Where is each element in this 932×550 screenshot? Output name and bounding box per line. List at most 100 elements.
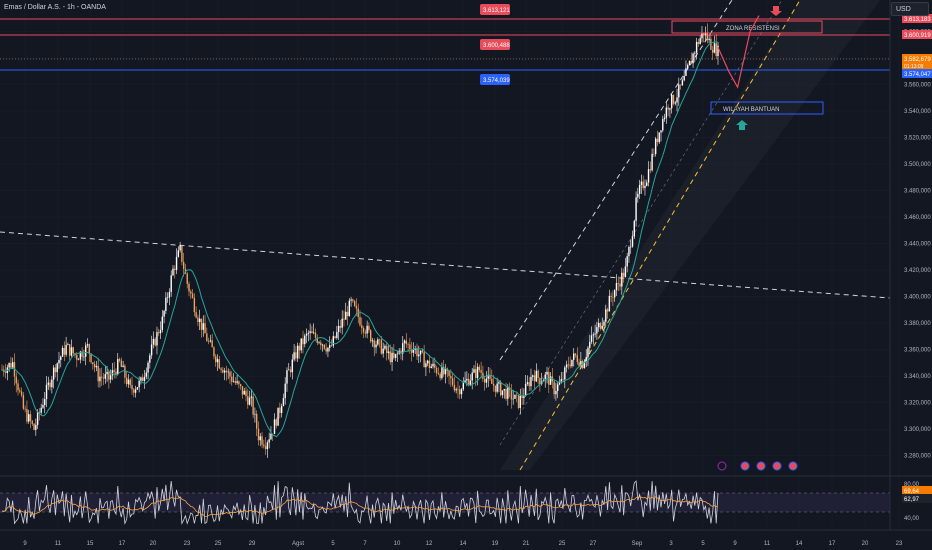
candle-body: [305, 333, 308, 336]
candle-body: [451, 378, 454, 385]
candle-body: [444, 368, 447, 375]
candle-body: [418, 354, 420, 357]
candle-body: [621, 272, 623, 287]
candle-body: [432, 363, 434, 367]
candle-body: [524, 383, 527, 396]
us-flag-icon-1[interactable]: [740, 461, 750, 471]
us-flag-icon-3[interactable]: [772, 461, 782, 471]
candle-body: [44, 399, 46, 406]
candle-body: [362, 328, 365, 333]
candle-body: [143, 376, 146, 381]
candle-body: [585, 357, 587, 363]
candle-body: [651, 153, 653, 171]
candle-body: [409, 344, 411, 350]
candle-body: [405, 340, 408, 345]
us-flag-icon-2[interactable]: [756, 461, 766, 471]
up-arrow-icon: [736, 120, 748, 130]
candle-body: [638, 184, 641, 194]
time-axis[interactable]: 9 11 15 17 20 23 25 29 Agst 5 7 10 12 14 19 21 25 27 Sep 3 5…: [23, 541, 903, 547]
candle-body: [387, 351, 390, 354]
candle-body: [469, 380, 472, 386]
candle-body: [158, 332, 160, 334]
candle-body: [113, 370, 115, 372]
candle-body: [65, 344, 67, 355]
candle-body: [492, 383, 495, 386]
candle-body: [674, 102, 676, 104]
candle-body: [257, 428, 260, 441]
event-icons[interactable]: [717, 461, 798, 471]
price-axis[interactable]: 3.600,0003.580,0003.560,0003.540,0003.52…: [904, 29, 931, 459]
candle-body: [489, 374, 491, 379]
candle-body: [713, 43, 716, 53]
candle-body: [38, 412, 41, 413]
candle-body: [150, 344, 153, 356]
candle-body: [336, 331, 338, 338]
rsi-ma-line: [1, 496, 719, 518]
candle-body: [236, 381, 238, 383]
event-info-icon[interactable]: [717, 461, 727, 471]
candle-body: [555, 390, 557, 395]
candle-body: [678, 84, 680, 98]
candle-body: [111, 370, 114, 376]
candle-body: [218, 359, 220, 369]
candle-body: [592, 334, 595, 336]
candle-body: [519, 395, 521, 408]
candle-body: [533, 375, 536, 382]
candle-body: [329, 345, 331, 348]
candle-body: [56, 363, 58, 373]
support-zone-label: WILAYAH BANTUAN: [723, 107, 779, 113]
candle-body: [670, 94, 673, 109]
candle-body: [346, 311, 349, 317]
candle-body: [523, 395, 525, 399]
candle-body: [630, 246, 632, 248]
candle-body: [76, 354, 78, 360]
candle-body: [191, 293, 194, 298]
candle-body: [182, 261, 185, 269]
candle-body: [282, 398, 285, 407]
candle-body: [467, 378, 470, 386]
candle-body: [302, 338, 304, 345]
candle-body: [672, 94, 675, 104]
us-flag-icon-4[interactable]: [788, 461, 798, 471]
candle-body: [83, 356, 85, 358]
candle-body: [544, 374, 546, 381]
candle-body: [476, 366, 479, 378]
candle-body: [615, 283, 618, 291]
price-box-blue: [480, 74, 510, 85]
time-tick: 14: [796, 541, 803, 547]
candle-body: [695, 42, 698, 53]
candle-body: [560, 379, 562, 383]
currency-selector[interactable]: USD: [891, 2, 929, 16]
candle-body: [532, 375, 534, 377]
candle-body: [99, 376, 101, 382]
price-box-mid: [480, 39, 510, 50]
candle-body: [300, 338, 302, 351]
candle-body: [708, 38, 710, 40]
candle-body: [517, 395, 520, 408]
price-box-top-text: 3.613,121: [483, 8, 510, 14]
candle-body: [77, 359, 80, 361]
candle-body: [42, 405, 44, 408]
support-zone-box[interactable]: [710, 101, 824, 115]
candle-body: [606, 309, 609, 312]
candle-body: [350, 299, 352, 301]
time-tick: 11: [55, 541, 62, 547]
candle-body: [685, 68, 687, 76]
candle-body: [239, 384, 242, 387]
resistance-zone-box[interactable]: [671, 20, 823, 34]
candle-body: [394, 354, 397, 358]
candle-body: [122, 365, 124, 367]
candle-body: [138, 380, 140, 388]
candle-body: [416, 348, 418, 357]
candle-body: [304, 335, 306, 345]
candle-body: [154, 338, 156, 346]
candle-body: [102, 377, 105, 379]
candle-body: [152, 338, 155, 345]
candle-body: [576, 355, 578, 363]
candle-body: [211, 340, 213, 348]
candle-body: [569, 364, 571, 367]
price-tick: 3.420,000: [904, 268, 931, 274]
time-tick: 23: [896, 541, 903, 547]
candle-body: [168, 291, 171, 298]
